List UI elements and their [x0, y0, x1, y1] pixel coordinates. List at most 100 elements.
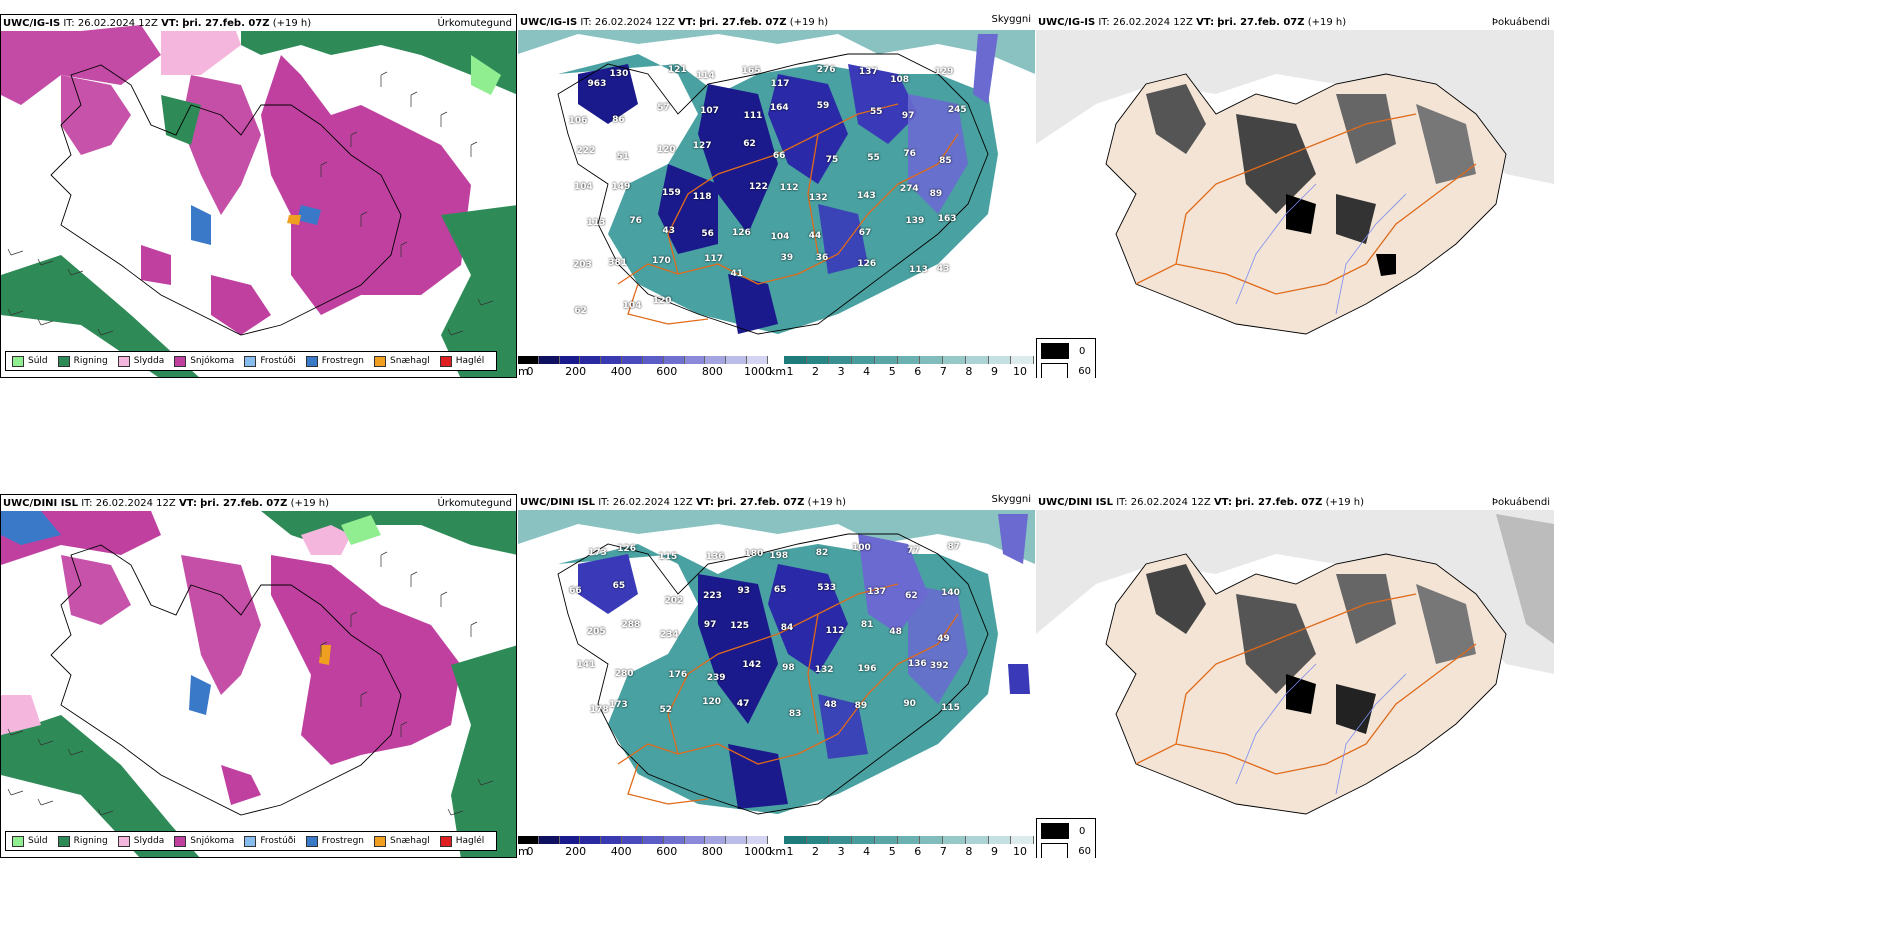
visibility-map-svg [518, 510, 1035, 815]
visibility-value-label: 196 [857, 664, 877, 675]
colorbar-tick-label: 1000 [744, 365, 772, 378]
colorbar-tick-label: 7 [939, 845, 947, 858]
colorbar-swatch [580, 836, 602, 844]
visibility-value-label: 97 [901, 110, 915, 121]
visibility-map-dini: UWC/DINI ISL IT: 26.02.2024 12Z VT: þri.… [518, 494, 1035, 858]
visibility-value-label: 62 [743, 139, 756, 150]
colorbar-swatch [663, 836, 685, 844]
rivers [1235, 663, 1407, 795]
visibility-value-label: 274 [899, 183, 919, 194]
colorbar-swatch [642, 356, 664, 364]
visibility-value-label: 107 [700, 106, 719, 117]
colorbar-swatch [829, 356, 853, 364]
colorbar-tick-label: 200 [565, 845, 587, 858]
visibility-value-label: 176 [668, 669, 688, 680]
visibility-value-label: 113 [909, 264, 928, 275]
fog-legend: 0 60 [1036, 338, 1096, 378]
fog-legend: 0 60 [1036, 818, 1096, 858]
visibility-header: UWC/DINI ISL IT: 26.02.2024 12Z VT: þri.… [520, 497, 847, 508]
legend-item: Slydda [117, 835, 164, 847]
rivers [1235, 183, 1407, 315]
visibility-value-label: 149 [611, 182, 631, 193]
visibility-value-label: 533 [817, 583, 837, 594]
colorbar-km: 1 2 3 4 5 6 7 8 9 10 [784, 836, 1035, 858]
legend-item: Snjókoma [174, 355, 234, 367]
visibility-value-label: 223 [703, 590, 722, 601]
visibility-value-label: 205 [586, 627, 606, 638]
visibility-value-label: 55 [869, 106, 883, 117]
colorbar-swatch [518, 356, 539, 364]
fog-header: UWC/IG-IS IT: 26.02.2024 12Z VT: þri. 27… [1038, 17, 1347, 28]
colorbar-swatch [642, 836, 664, 844]
colorbar-tick-label: 3 [837, 845, 845, 858]
precip-header: UWC/DINI ISL IT: 26.02.2024 12Z VT: þri.… [3, 498, 330, 509]
legend-item: Haglél [439, 355, 484, 367]
visibility-value-label: 55 [867, 152, 880, 163]
colorbar-swatch [684, 356, 706, 364]
colorbar-swatch [897, 836, 921, 844]
colorbar-swatch [943, 356, 966, 364]
visibility-value-label: 108 [890, 75, 910, 85]
colorbar-swatch [943, 836, 966, 844]
colorbar-swatch [559, 356, 581, 364]
visibility-value-label: 48 [889, 626, 902, 637]
visibility-value-label: 202 [664, 595, 684, 606]
colorbar-tick-label: 800 [701, 845, 723, 858]
visibility-value-label: 112 [825, 625, 845, 636]
visibility-value-label: 288 [621, 619, 641, 630]
colorbar-swatch [601, 356, 623, 364]
colorbar-tick-label: 8 [965, 845, 973, 858]
fog-title: Þokuábendi [1491, 17, 1550, 28]
fog-legend-item: 0 [1037, 339, 1095, 359]
colorbar-swatch [784, 836, 807, 844]
colorbar-tick-label: 8 [965, 365, 973, 378]
colorbar-swatch [538, 356, 560, 364]
colorbar-km-ticks: 1 2 3 4 5 6 7 8 9 10 [784, 364, 1034, 378]
coastline [1105, 73, 1507, 335]
vis-numbers: 963 130 121 114 165 117 276 137 108 129 106 86 57 107… [518, 14, 1035, 344]
colorbar-swatch [726, 356, 748, 364]
visibility-value-label: 234 [659, 630, 679, 641]
visibility-title: Skyggni [991, 494, 1031, 505]
fog-title: Þokuábendi [1491, 497, 1550, 508]
colorbar-swatch [538, 836, 560, 844]
visibility-value-label: 198 [769, 550, 789, 561]
visibility-value-label: 170 [651, 256, 671, 267]
visibility-value-label: 51 [616, 152, 630, 163]
colorbar-swatch [747, 356, 768, 364]
visibility-value-label: 83 [788, 708, 802, 719]
visibility-value-label: 118 [692, 192, 712, 203]
precip-legend: Súld Rigning Slydda Snjókoma Frostúði Fr… [5, 351, 498, 371]
visibility-value-label: 143 [856, 190, 876, 201]
visibility-value-label: 136 [907, 658, 927, 669]
visibility-value-label: 81 [860, 619, 874, 630]
colorbar-km-swatches [784, 836, 1035, 844]
precip-type-map-dini: UWC/DINI ISL IT: 26.02.2024 12Z VT: þri.… [0, 494, 517, 858]
visibility-value-label: 121 [667, 64, 687, 75]
colorbar-swatch [705, 356, 727, 364]
visibility-value-label: 392 [929, 661, 949, 672]
visibility-value-label: 67 [858, 228, 872, 239]
legend-item: Slydda [117, 355, 164, 367]
visibility-value-label: 66 [772, 150, 786, 161]
visibility-value-label: 136 [705, 552, 725, 563]
visibility-value-label: 85 [939, 155, 952, 166]
colorbar-tick-label: 800 [701, 365, 723, 378]
coastline [557, 533, 989, 815]
visibility-value-label: 82 [815, 548, 829, 559]
colorbar-swatch [1011, 836, 1035, 844]
colorbar-tick-label: 1000 [744, 845, 772, 858]
precip-title: Úrkomutegund [437, 498, 512, 509]
legend-item: Súld [12, 835, 48, 847]
colorbar-swatch [874, 836, 898, 844]
visibility-map-igis: UWC/IG-IS IT: 26.02.2024 12Z VT: þri. 27… [518, 14, 1035, 378]
fog-map-svg [1036, 510, 1554, 815]
visibility-value-label: 56 [701, 228, 714, 239]
visibility-value-label: 125 [730, 620, 750, 631]
visibility-value-label: 39 [780, 252, 794, 263]
visibility-value-label: 140 [941, 588, 960, 599]
visibility-value-label: 97 [703, 619, 717, 630]
colorbar-tick-label: 600 [656, 845, 678, 858]
colorbar-swatch [920, 836, 944, 844]
colorbar-swatch [622, 836, 643, 844]
